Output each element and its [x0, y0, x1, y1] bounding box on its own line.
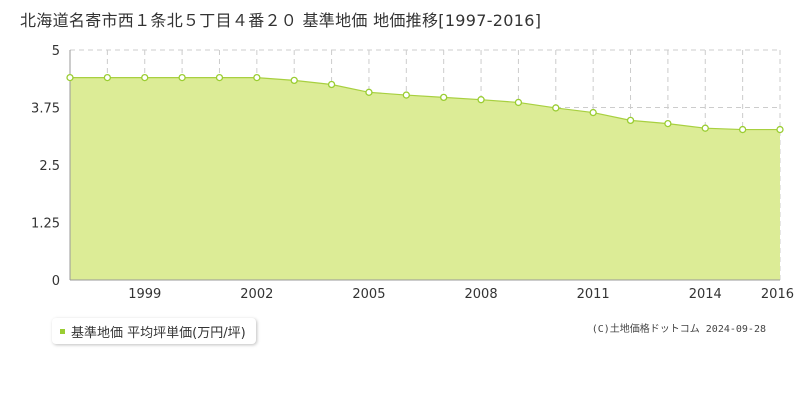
- data-point: [589, 108, 597, 117]
- chart-title: 北海道名寄市西１条北５丁目４番２０ 基準地価 地価推移[1997-2016]: [20, 11, 542, 30]
- data-point: [477, 96, 485, 104]
- data-point: [440, 93, 448, 102]
- data-point: [141, 73, 149, 82]
- legend: 基準地価 平均坪単価(万円/坪): [52, 318, 256, 344]
- data-point: [215, 73, 224, 82]
- x-tick-label: 2014: [689, 287, 722, 302]
- data-point: [776, 125, 784, 134]
- y-tick-label: 5: [52, 44, 60, 59]
- series-area-fill: [70, 77, 780, 280]
- data-point: [402, 91, 410, 99]
- data-point: [664, 119, 672, 128]
- data-point: [290, 76, 298, 85]
- x-tick-label: 1999: [128, 287, 161, 302]
- data-point: [253, 73, 261, 82]
- data-point: [514, 98, 523, 107]
- series-line: [70, 76, 780, 131]
- x-tick-label: 2008: [465, 287, 498, 302]
- tick-labels: 0 1.25 2.5 3.75 5 1999 2002 2005 2008 2011 2014 201…: [31, 44, 794, 302]
- data-point: [66, 73, 74, 82]
- y-tick-label: 1.25: [31, 217, 60, 232]
- data-point: [738, 125, 747, 134]
- copyright-text: (C)土地価格ドットコム 2024-09-28: [591, 324, 766, 335]
- x-tick-label: 2011: [577, 287, 610, 302]
- legend-label: 基準地価 平均坪単価(万円/坪): [71, 325, 246, 341]
- x-tick-label: 2016: [761, 287, 794, 302]
- data-point: [701, 124, 709, 132]
- series-area: [70, 76, 780, 280]
- data-point: [103, 73, 112, 82]
- data-point: [552, 104, 560, 112]
- x-tick-label: 2005: [352, 287, 385, 302]
- data-point: [626, 116, 635, 125]
- data-point: [178, 73, 186, 82]
- y-tick-label: 2.5: [39, 159, 60, 174]
- y-tick-label: 3.75: [31, 102, 60, 117]
- x-tick-label: 2002: [240, 287, 273, 302]
- legend-marker: [60, 328, 65, 334]
- data-point: [365, 88, 373, 96]
- data-point: [327, 80, 336, 89]
- series-points: [66, 73, 784, 134]
- y-tick-label: 0: [52, 274, 60, 289]
- axes: [69, 50, 780, 281]
